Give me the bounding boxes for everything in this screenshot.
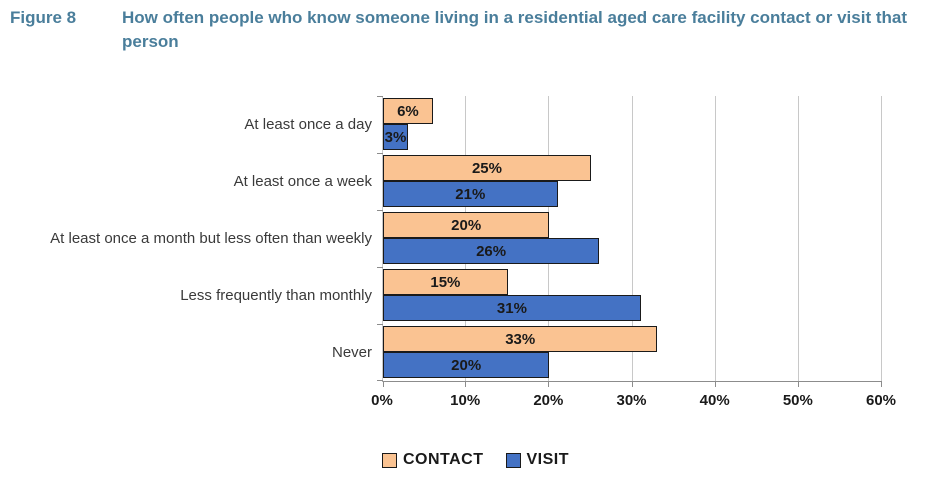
bar-value-label: 3% (384, 128, 407, 146)
bar-value-label: 26% (476, 242, 507, 260)
y-axis-tick (377, 267, 383, 268)
legend-label: CONTACT (402, 451, 484, 468)
x-axis-label-10%: 10% (450, 392, 481, 409)
bar-contact-0: 6% (383, 98, 433, 124)
category-label-3: Less frequently than monthly (180, 286, 372, 304)
bar-contact-1: 25% (383, 155, 591, 181)
category-label-4: Never (331, 343, 372, 361)
bar-value-label: 33% (505, 330, 536, 348)
x-axis-label-50%: 50% (782, 392, 813, 409)
y-axis-tick (377, 210, 383, 211)
gridline-30 (631, 96, 633, 381)
x-axis-label-60%: 60% (865, 392, 897, 409)
x-axis-tick (714, 381, 716, 387)
legend-item-contact: CONTACT (381, 451, 484, 469)
y-axis-tick (377, 324, 383, 325)
bar-value-label: 25% (471, 159, 502, 177)
y-axis-category-labels: At least once a day At least once a week A… (0, 96, 372, 381)
category-label-1: At least once a week (233, 172, 372, 190)
category-label-0: At least once a day (244, 115, 372, 133)
x-axis-label-40%: 40% (699, 392, 730, 409)
bar-value-label: 21% (455, 185, 486, 203)
bar-contact-2: 20% (383, 212, 550, 238)
x-axis-label-0%: 0% (371, 392, 393, 409)
figure-header: Figure 8 How often people who know someo… (10, 6, 942, 54)
gridline-60 (881, 96, 882, 381)
y-axis-tick (377, 380, 383, 381)
gridline-50 (797, 96, 799, 381)
x-axis-tick (383, 381, 384, 387)
bar-visit-1: 21% (383, 181, 558, 207)
x-axis-label-20%: 20% (533, 392, 564, 409)
bar-value-label: 31% (496, 299, 527, 317)
x-axis-tick (465, 381, 467, 387)
legend-item-visit: VISIT (505, 451, 570, 469)
bar-value-label: 20% (451, 356, 482, 374)
x-axis-tick (881, 381, 882, 387)
x-axis-tick (631, 381, 633, 387)
bar-visit-4: 20% (383, 352, 550, 378)
bar-value-label: 6% (397, 102, 419, 120)
figure-label: Figure 8 (10, 8, 77, 27)
category-label-2: At least once a month but less often tha… (50, 229, 372, 247)
legend-swatch-visit (505, 452, 521, 468)
x-axis-label-30%: 30% (616, 392, 647, 409)
x-axis-tick (548, 381, 550, 387)
plot-area: 6% 3% 25% 21% 20% 26% 15% 31% 33% 20% (377, 96, 882, 387)
y-axis-tick (377, 96, 383, 97)
bar-contact-3: 15% (383, 269, 508, 295)
bar-value-label: 15% (430, 273, 461, 291)
y-axis-tick (377, 153, 383, 154)
gridline-40 (714, 96, 716, 381)
legend: CONTACT VISIT (0, 451, 951, 469)
legend-swatch-contact (381, 452, 397, 468)
bar-contact-4: 33% (383, 326, 658, 352)
figure-title: How often people who know someone living… (122, 8, 907, 51)
bar-visit-0: 3% (383, 124, 408, 150)
bar-value-label: 20% (451, 216, 482, 234)
x-axis-tick (797, 381, 799, 387)
bar-visit-2: 26% (383, 238, 600, 264)
bar-visit-3: 31% (383, 295, 641, 321)
legend-label: VISIT (526, 451, 570, 468)
